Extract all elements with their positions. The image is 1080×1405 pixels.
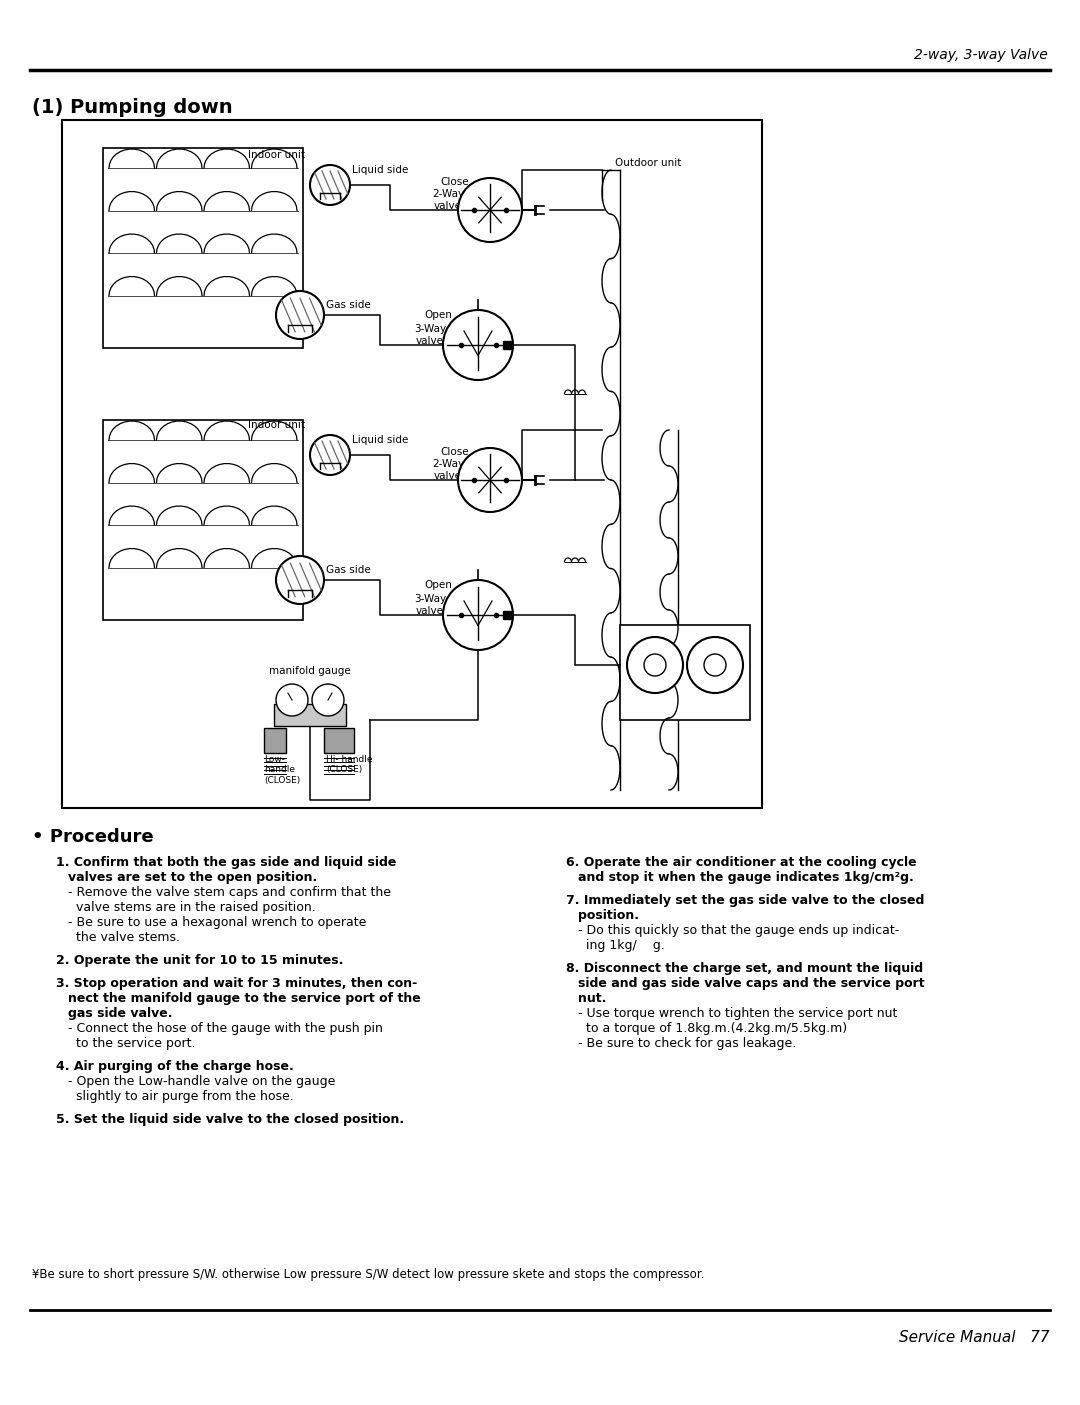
Text: - Use torque wrench to tighten the service port nut: - Use torque wrench to tighten the servi…	[578, 1007, 897, 1020]
Circle shape	[458, 178, 522, 242]
Text: - Connect the hose of the gauge with the push pin: - Connect the hose of the gauge with the…	[68, 1021, 383, 1035]
Text: • Procedure: • Procedure	[32, 828, 153, 846]
Text: 6. Operate the air conditioner at the cooling cycle: 6. Operate the air conditioner at the co…	[566, 856, 917, 870]
Circle shape	[644, 653, 666, 676]
Text: Close: Close	[441, 447, 470, 457]
Text: Outdoor unit: Outdoor unit	[615, 157, 681, 169]
Text: nect the manifold gauge to the service port of the: nect the manifold gauge to the service p…	[68, 992, 421, 1005]
Bar	[274, 704, 346, 726]
Text: Gas side: Gas side	[326, 565, 370, 575]
Text: Low-
handle
(CLOSE): Low- handle (CLOSE)	[264, 754, 300, 785]
Text: - Do this quickly so that the gauge ends up indicat-: - Do this quickly so that the gauge ends…	[578, 924, 900, 937]
Text: - Open the Low-handle valve on the gauge: - Open the Low-handle valve on the gauge	[68, 1075, 336, 1087]
Text: Hi- handle
(CLOSE): Hi- handle (CLOSE)	[326, 754, 373, 774]
Text: position.: position.	[578, 909, 639, 922]
Text: Liquid side: Liquid side	[352, 436, 408, 445]
Circle shape	[276, 556, 324, 604]
Text: 3-Way
valve: 3-Way valve	[414, 325, 446, 346]
Text: Service Manual   77: Service Manual 77	[900, 1331, 1050, 1345]
Circle shape	[704, 653, 726, 676]
Bar	[620, 625, 750, 719]
Text: valve stems are in the raised position.: valve stems are in the raised position.	[68, 901, 315, 915]
Text: (1) Pumping down: (1) Pumping down	[32, 98, 232, 117]
Circle shape	[627, 636, 683, 693]
Text: Gas side: Gas side	[326, 301, 370, 311]
Text: Close: Close	[441, 177, 470, 187]
Text: 5. Set the liquid side valve to the closed position.: 5. Set the liquid side valve to the clos…	[56, 1113, 404, 1125]
Text: 8. Disconnect the charge set, and mount the liquid: 8. Disconnect the charge set, and mount …	[566, 962, 923, 975]
Text: ¥Be sure to short pressure S/W. otherwise Low pressure S/W detect low pressure s: ¥Be sure to short pressure S/W. otherwis…	[32, 1267, 704, 1281]
Text: ing 1kg/    g.: ing 1kg/ g.	[578, 939, 665, 953]
Bar	[103, 420, 303, 620]
Text: valves are set to the open position.: valves are set to the open position.	[68, 871, 318, 884]
Text: the valve stems.: the valve stems.	[68, 932, 180, 944]
Circle shape	[310, 164, 350, 205]
Bar	[502, 611, 511, 620]
Text: 3-Way
valve: 3-Way valve	[414, 594, 446, 615]
Text: side and gas side valve caps and the service port: side and gas side valve caps and the ser…	[578, 976, 924, 991]
Circle shape	[458, 448, 522, 511]
Text: 2. Operate the unit for 10 to 15 minutes.: 2. Operate the unit for 10 to 15 minutes…	[56, 954, 343, 967]
Text: Indoor unit: Indoor unit	[248, 150, 305, 160]
Circle shape	[276, 291, 324, 339]
Text: - Remove the valve stem caps and confirm that the: - Remove the valve stem caps and confirm…	[68, 887, 391, 899]
Bar	[62, 119, 762, 808]
Text: 2-way, 3-way Valve: 2-way, 3-way Valve	[915, 48, 1048, 62]
Text: 1. Confirm that both the gas side and liquid side: 1. Confirm that both the gas side and li…	[56, 856, 396, 870]
Circle shape	[276, 684, 308, 717]
Text: Indoor unit: Indoor unit	[248, 420, 305, 430]
Circle shape	[443, 580, 513, 651]
Text: 7. Immediately set the gas side valve to the closed: 7. Immediately set the gas side valve to…	[566, 894, 924, 908]
Text: to the service port.: to the service port.	[68, 1037, 195, 1050]
Text: - Be sure to use a hexagonal wrench to operate: - Be sure to use a hexagonal wrench to o…	[68, 916, 366, 929]
Text: gas side valve.: gas side valve.	[68, 1007, 173, 1020]
Bar	[103, 148, 303, 348]
Circle shape	[310, 436, 350, 475]
Text: - Be sure to check for gas leakage.: - Be sure to check for gas leakage.	[578, 1037, 796, 1050]
Text: Open: Open	[424, 580, 451, 590]
Text: Liquid side: Liquid side	[352, 164, 408, 176]
Bar	[264, 728, 286, 753]
Text: nut.: nut.	[578, 992, 606, 1005]
Bar	[502, 341, 511, 348]
Text: 2-Way
valve: 2-Way valve	[432, 190, 464, 211]
Text: manifold gauge: manifold gauge	[269, 666, 351, 676]
Text: 4. Air purging of the charge hose.: 4. Air purging of the charge hose.	[56, 1059, 294, 1073]
Text: 2-Way
valve: 2-Way valve	[432, 459, 464, 481]
Text: Open: Open	[424, 311, 451, 320]
Circle shape	[312, 684, 345, 717]
Bar	[324, 728, 354, 753]
Text: to a torque of 1.8kg.m.(4.2kg.m/5.5kg.m): to a torque of 1.8kg.m.(4.2kg.m/5.5kg.m)	[578, 1021, 847, 1035]
Circle shape	[687, 636, 743, 693]
Text: 3. Stop operation and wait for 3 minutes, then con-: 3. Stop operation and wait for 3 minutes…	[56, 976, 417, 991]
Circle shape	[443, 311, 513, 379]
Text: and stop it when the gauge indicates 1kg/cm²g.: and stop it when the gauge indicates 1kg…	[578, 871, 914, 884]
Text: slightly to air purge from the hose.: slightly to air purge from the hose.	[68, 1090, 294, 1103]
